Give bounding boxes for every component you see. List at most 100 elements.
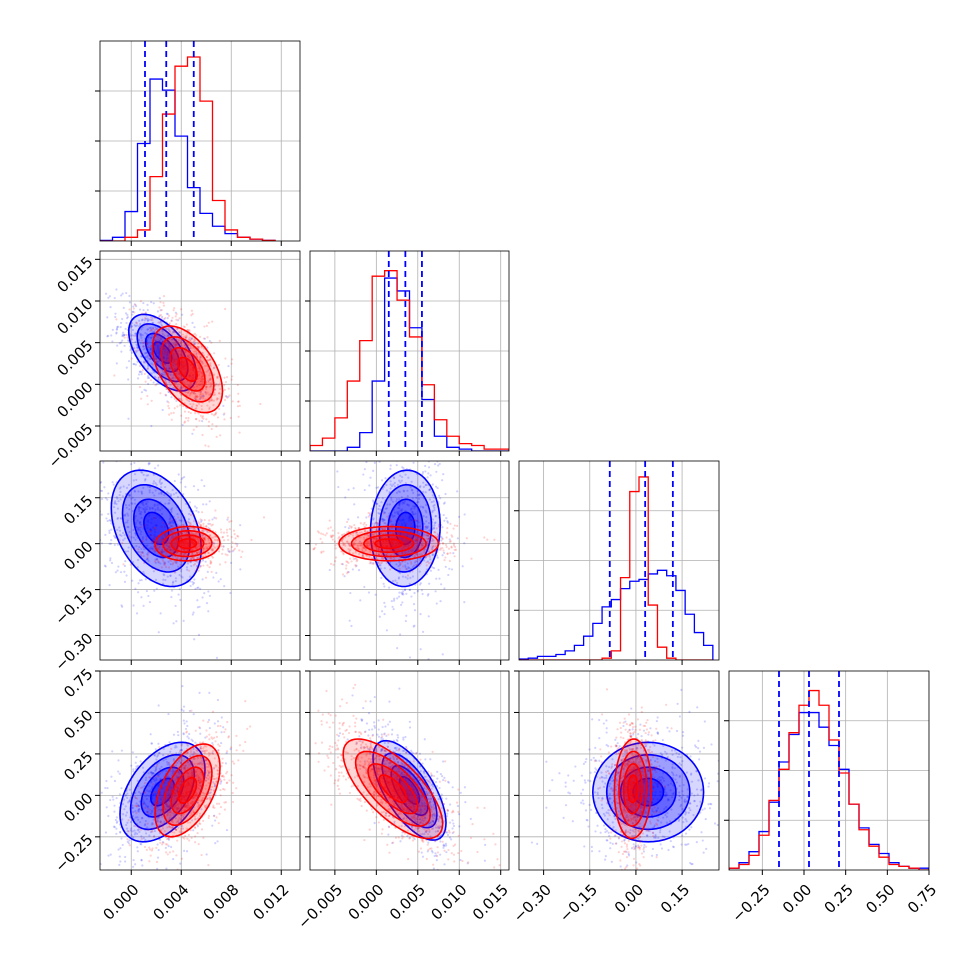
panel-2_1-red-point xyxy=(390,539,393,542)
panel-2_0-red-point xyxy=(199,560,202,563)
panel-2_0-blue-point xyxy=(96,435,98,437)
panel-2_0-red-point xyxy=(176,538,179,541)
panel-2_0-red-point xyxy=(195,547,198,550)
panel-1_0-red-point xyxy=(167,407,171,410)
panel-3_0-blue-point xyxy=(194,741,197,744)
panel-2_1-blue-point xyxy=(402,593,405,596)
panel-2_0-red-point xyxy=(203,548,206,551)
panel-2_1-blue-point xyxy=(400,509,403,513)
panel-2_0-blue-point xyxy=(167,545,170,548)
panel-2_0-blue-point xyxy=(148,489,151,492)
panel-3_0-blue-point xyxy=(186,771,190,775)
panel-2_1-blue-point xyxy=(399,509,402,512)
panel-1_0-red-point xyxy=(172,344,176,348)
panel-2_1-red-point xyxy=(402,545,405,548)
panel-2_1-red-point xyxy=(434,531,437,534)
panel-2_1-blue-point xyxy=(425,525,428,528)
panel-2_1-blue-point xyxy=(402,529,405,532)
panel-3_0-blue-point xyxy=(177,759,181,763)
panel-3_0-blue-point xyxy=(187,782,190,785)
panel-1_0-red-point xyxy=(200,379,203,382)
panel-2_1-red-point xyxy=(371,544,375,547)
panel-1_0-blue-point xyxy=(128,301,131,304)
panel-2_0-red-point xyxy=(195,550,198,554)
panel-3_0-blue-point xyxy=(182,795,185,798)
panel-2_0-blue-point xyxy=(124,521,127,524)
panel-1_0-red-point xyxy=(236,405,240,408)
panel-1_0-red-point xyxy=(174,356,177,359)
panel-2_0-blue-point xyxy=(207,526,210,530)
panel-1_0-blue-point xyxy=(165,357,168,360)
panel-1_0-blue-point xyxy=(180,386,183,389)
panel-2_1-red-point xyxy=(360,544,363,547)
panel-2_1-red-point xyxy=(382,536,385,539)
panel-2_0-blue-point xyxy=(178,573,181,577)
panel-1_0-blue-point xyxy=(180,386,183,389)
panel-2_0-blue-point xyxy=(183,552,187,555)
panel-1_0-blue-point xyxy=(148,376,151,380)
panel-2_1-blue-point xyxy=(427,472,430,475)
panel-1_0-red-point xyxy=(175,323,178,326)
panel-2_1-blue-point xyxy=(376,486,380,489)
panel-3_0-blue-point xyxy=(157,773,160,776)
panel-2_1-red-point xyxy=(441,546,444,550)
panel-3_0-blue-point xyxy=(117,759,120,762)
panel-2_1-blue-point xyxy=(410,480,413,483)
panel-2_1-blue-point xyxy=(359,599,362,602)
panel-1_0-red-point xyxy=(195,385,199,388)
panel-1_0-red-point xyxy=(156,336,160,339)
panel-2_1-red-point xyxy=(304,550,306,552)
panel-2_1-blue-point xyxy=(426,525,430,528)
panel-2_0-red-point xyxy=(205,542,208,546)
panel-3_0-blue-point xyxy=(165,867,168,870)
panel-1_0-red-point xyxy=(182,404,185,408)
panel-2_1-blue-point xyxy=(418,486,422,489)
panel-3_0-blue-point xyxy=(176,787,180,790)
panel-1_0-red-point xyxy=(134,334,138,338)
panel-1_0-blue-point xyxy=(190,390,193,393)
panel-2_1-red-point xyxy=(438,525,441,529)
panel-2_1-red-point xyxy=(356,559,359,562)
panel-1_0-blue-point xyxy=(160,338,163,341)
panel-3_0-blue-point xyxy=(115,816,118,819)
panel-1_0-red-point xyxy=(168,330,172,334)
panel-2_1-red-point xyxy=(395,544,398,547)
panel-2_0-red-point xyxy=(170,524,173,527)
panel-2_1-red-point xyxy=(419,562,423,565)
panel-2_0-blue-point xyxy=(119,571,123,574)
panel-3_0-blue-point xyxy=(162,747,165,751)
panel-2_1-blue-point xyxy=(411,575,415,578)
panel-1_0-blue-point xyxy=(163,352,166,355)
panel-2_0-red-point xyxy=(169,548,172,551)
panel-1_0-red-point xyxy=(211,423,214,426)
panel-2_0-blue-point xyxy=(130,536,133,539)
panel-1_0-red-point xyxy=(140,312,144,315)
panel-2_0-blue-point xyxy=(128,508,131,511)
panel-2_1-red-point xyxy=(357,547,360,551)
panel-2_1-blue-point xyxy=(435,577,438,580)
panel-1_0-red-point xyxy=(185,371,188,374)
panel-1_0-red-point xyxy=(158,357,161,360)
panel-2_1-red-point xyxy=(377,552,380,555)
panel-2_1-red-point xyxy=(384,535,387,538)
panel-1_0-red-point xyxy=(160,309,163,312)
panel-2_1-blue-point xyxy=(365,461,368,464)
panel-2_1-red-point xyxy=(486,538,489,541)
panel-2_0-blue-point xyxy=(128,494,131,497)
panel-2_1-blue-point xyxy=(379,564,382,567)
panel-2_0-red-point xyxy=(222,545,225,548)
panel-3_0-blue-point xyxy=(164,846,167,849)
panel-2_0-red-point xyxy=(175,541,178,544)
panel-2_0-red-point xyxy=(165,542,168,546)
panel-2_1-blue-point xyxy=(389,464,392,467)
panel-1_0-red-point xyxy=(200,360,203,363)
panel-2_0-blue-point xyxy=(131,509,134,513)
panel-2_1-blue-point xyxy=(372,561,375,565)
panel-1_0-blue-point xyxy=(199,390,202,393)
panel-2_1-blue-point xyxy=(463,542,466,545)
panel-2_1-blue-point xyxy=(368,484,371,487)
panel-3_0-blue-point xyxy=(177,820,180,823)
panel-2_0-blue-point xyxy=(137,507,140,511)
panel-2_1-blue-point xyxy=(396,647,399,650)
